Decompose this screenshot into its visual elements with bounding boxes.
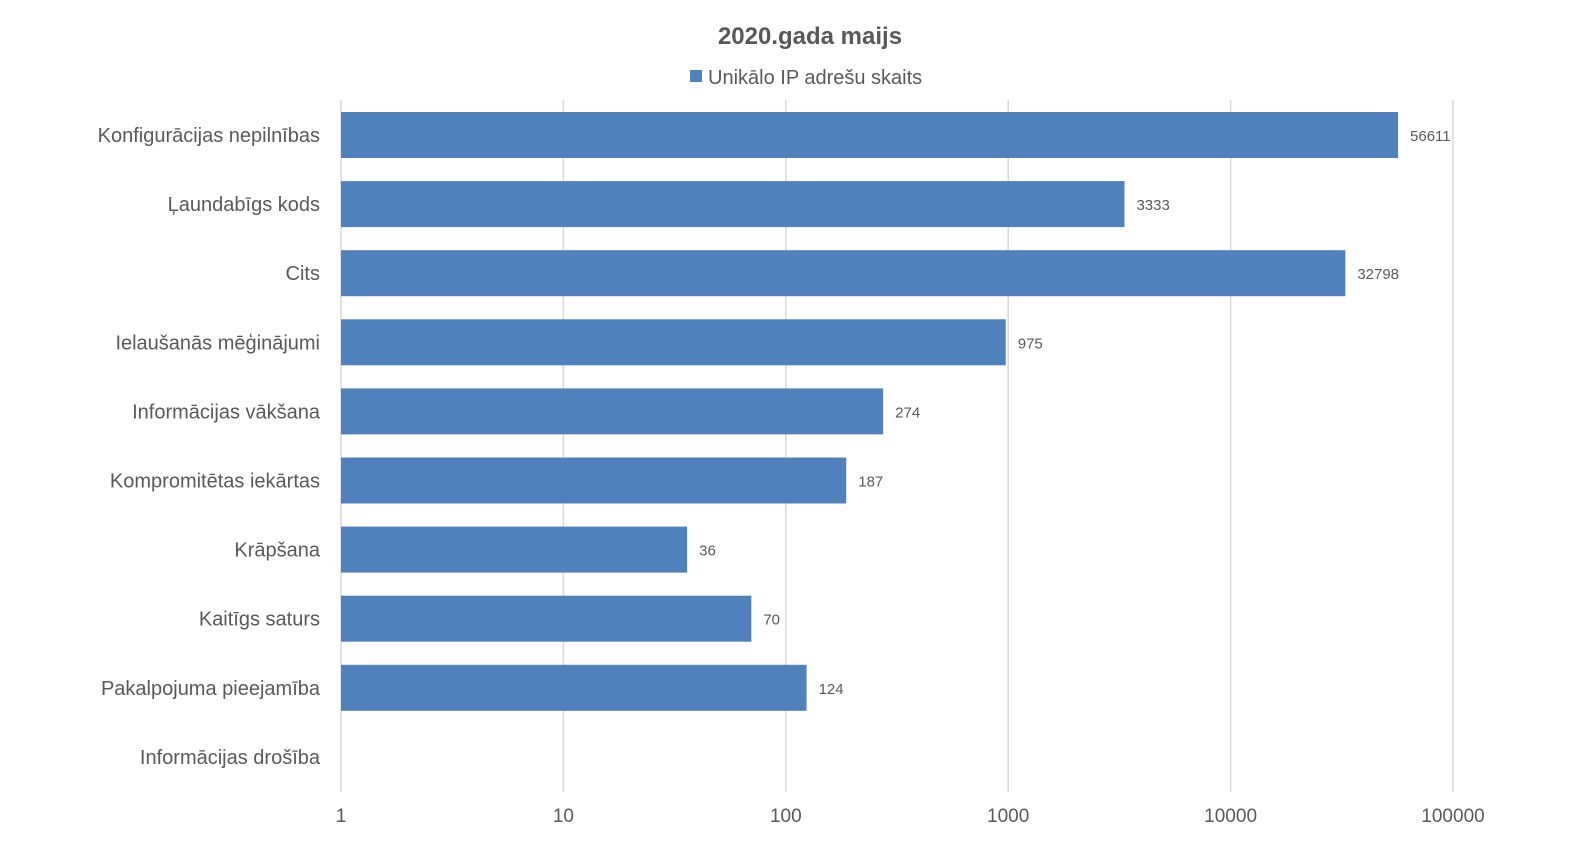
bar <box>341 181 1125 228</box>
data-label: 32798 <box>1357 266 1399 283</box>
bars <box>341 112 1399 711</box>
bar <box>341 319 1006 366</box>
bar <box>341 664 807 711</box>
category-label: Kaitīgs saturs <box>199 609 320 631</box>
x-tick-label: 1 <box>336 806 347 827</box>
bar <box>341 250 1346 297</box>
data-label: 3333 <box>1136 197 1169 214</box>
bar <box>341 526 688 573</box>
data-label: 56611 <box>1410 128 1451 145</box>
data-label: 975 <box>1018 335 1043 352</box>
data-label: 36 <box>699 543 716 560</box>
data-labels: 56611 3333 32798 975 274 187 36 70 124 <box>699 128 1451 698</box>
category-label: Cits <box>286 263 320 285</box>
data-label: 124 <box>819 681 844 698</box>
category-label: Informācijas vākšana <box>132 401 321 423</box>
legend: Unikālo IP adrešu skaits <box>690 67 922 89</box>
x-tick-label: 10 <box>553 806 574 827</box>
x-tick-label: 100 <box>770 806 802 827</box>
category-label: Konfigurācijas nepilnības <box>98 125 320 147</box>
category-labels: Konfigurācijas nepilnības Ļaundabīgs kods… <box>98 125 321 769</box>
category-label: Ielaušanās mēģinājumi <box>115 332 320 354</box>
category-label: Ļaundabīgs kods <box>168 194 320 216</box>
x-tick-label: 1000 <box>987 806 1029 827</box>
category-label: Pakalpojuma pieejamība <box>101 678 321 700</box>
x-tick-label: 100000 <box>1421 806 1484 827</box>
bar <box>341 457 847 504</box>
category-label: Kompromitētas iekārtas <box>110 471 320 493</box>
bar <box>341 595 752 642</box>
data-label: 274 <box>895 404 920 421</box>
legend-swatch <box>690 70 702 82</box>
legend-label: Unikālo IP adrešu skaits <box>708 67 922 89</box>
data-label: 70 <box>763 612 780 629</box>
bar <box>341 112 1399 158</box>
bar <box>341 388 884 435</box>
x-axis-tick-labels: 1 10 100 1000 10000 100000 <box>336 806 1485 827</box>
x-tick-label: 10000 <box>1204 806 1257 827</box>
data-label: 187 <box>858 474 883 491</box>
category-label: Krāpšana <box>234 540 320 562</box>
chart-title: 2020.gada maijs <box>718 23 902 50</box>
category-label: Informācijas drošība <box>140 747 321 769</box>
